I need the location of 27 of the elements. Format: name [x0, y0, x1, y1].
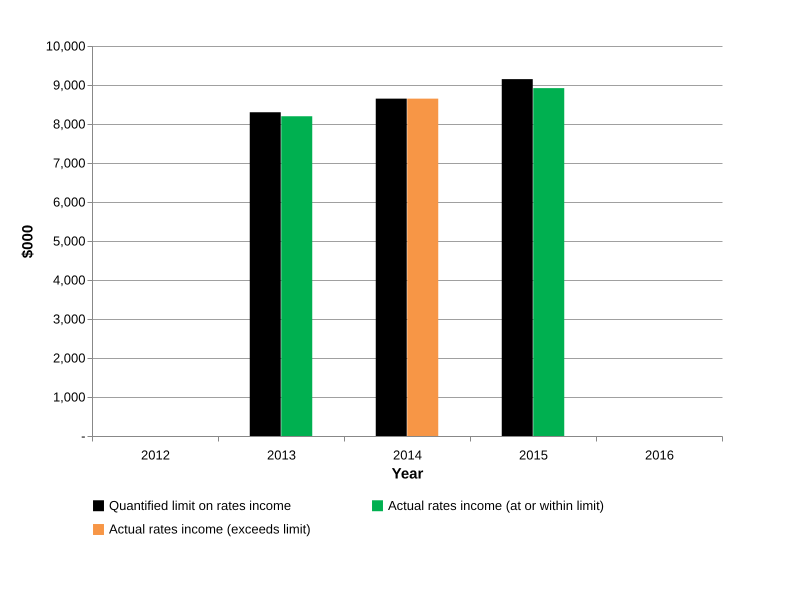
x-tick-label: 2016	[645, 448, 674, 462]
y-tick-label: 10,000	[46, 38, 86, 54]
x-tick-label: 2015	[519, 448, 548, 462]
y-tick-label: 9,000	[52, 78, 86, 92]
y-tick-label: 4,000	[52, 272, 86, 288]
legend-label: Actual rates income (at or within limit)	[388, 498, 604, 513]
y-tick-label: 8,000	[52, 116, 86, 132]
y-tick-label: 1,000	[52, 390, 86, 404]
y-tick-label: 5,000	[52, 234, 86, 248]
x-tick-label: 2012	[141, 448, 170, 462]
y-tick-label: 2,000	[52, 350, 86, 366]
legend-label: Quantified limit on rates income	[109, 498, 292, 513]
bar	[407, 98, 438, 436]
legend-label: Actual rates income (exceeds limit)	[109, 522, 311, 536]
bar	[502, 79, 533, 436]
y-tick-label: -	[81, 428, 86, 444]
y-tick-label: 7,000	[52, 156, 86, 170]
x-tick-label: 2013	[267, 448, 296, 462]
x-tick-label: 2014	[393, 448, 422, 462]
bar	[250, 112, 281, 436]
y-tick-label: 3,000	[52, 312, 86, 326]
bar	[281, 116, 312, 436]
bar	[376, 98, 407, 436]
bar	[533, 88, 564, 436]
y-axis-title: $000	[20, 224, 37, 258]
y-tick-label: 6,000	[52, 194, 86, 210]
x-axis-title: Year	[392, 466, 424, 482]
